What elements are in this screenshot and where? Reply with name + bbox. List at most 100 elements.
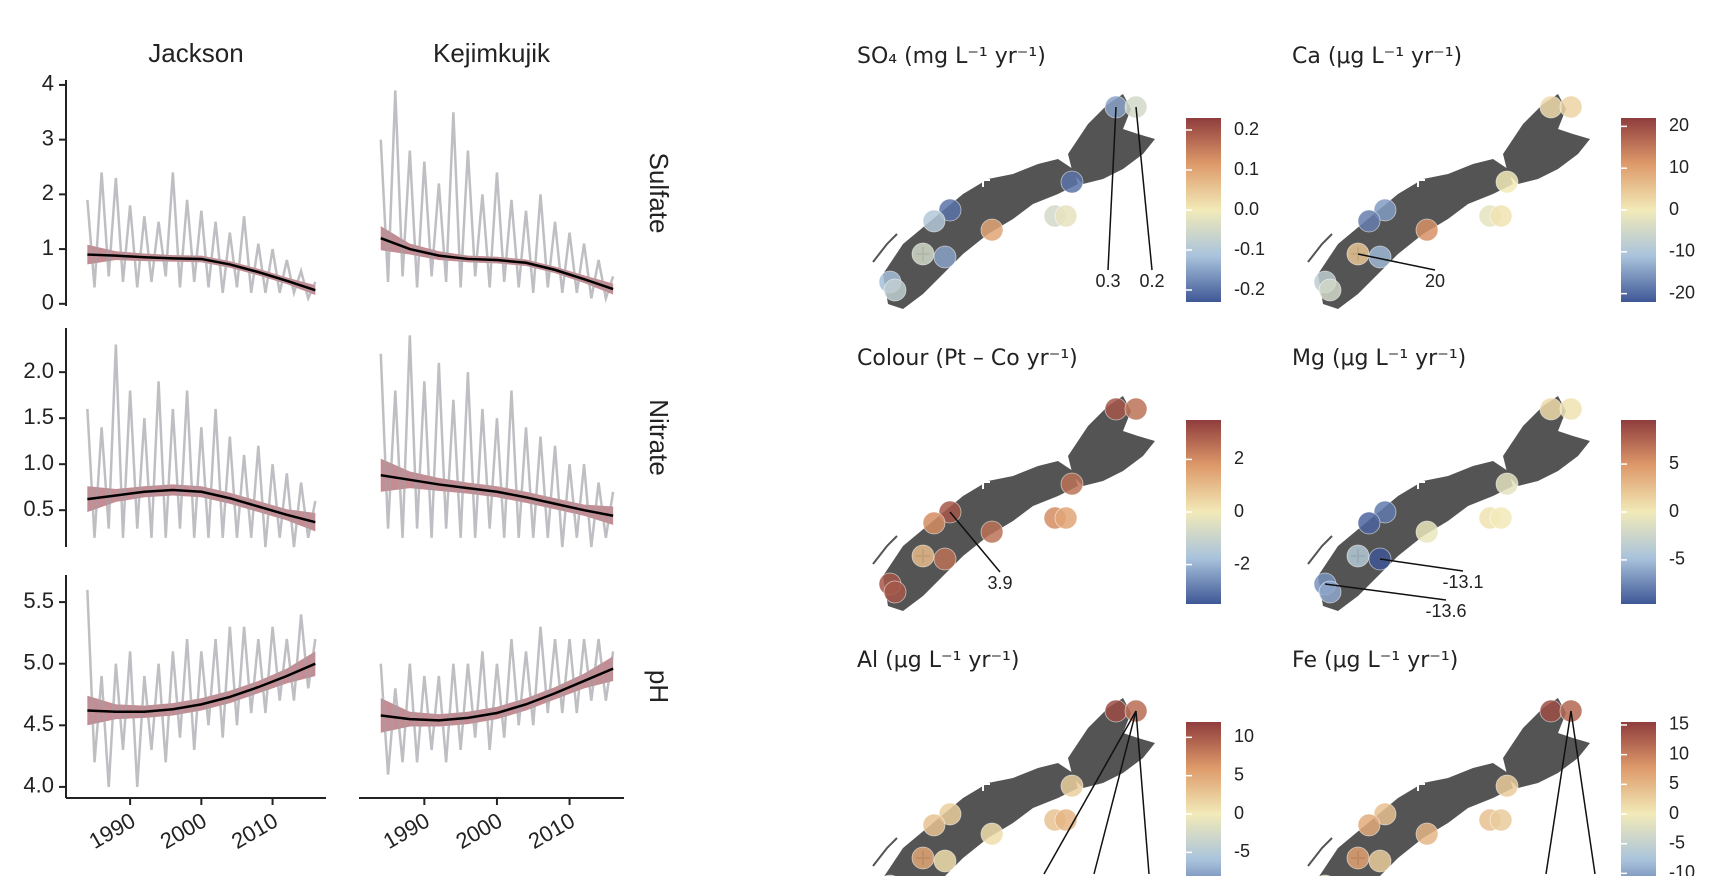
site-marker	[1060, 170, 1084, 194]
smooth-line	[87, 662, 316, 714]
annotation-leader	[1107, 106, 1117, 271]
annotation-leader	[1570, 710, 1596, 875]
smooth-line	[380, 473, 614, 517]
annotation-leader	[949, 511, 1001, 573]
colorbar-label: 10	[1669, 157, 1689, 177]
smooth-line	[380, 236, 614, 291]
x-tick-label: 2010	[227, 808, 282, 854]
annotation: 22.5	[1528, 875, 1563, 876]
site-marker	[1124, 397, 1148, 421]
colorbar-label: -10	[1669, 862, 1695, 876]
map-title: Mg (μg L⁻¹ yr⁻¹)	[1292, 346, 1466, 371]
annotation: -13.6	[1425, 601, 1466, 621]
y-tick-label: 4.0	[23, 773, 54, 798]
site-marker	[980, 218, 1004, 242]
colorbar-label: 0.2	[1234, 119, 1259, 139]
site-marker	[1104, 699, 1128, 723]
x-tick-label: 2000	[156, 808, 211, 854]
annotation: -13.1	[1442, 572, 1483, 592]
raw-line	[86, 589, 317, 787]
annotation: 20.5	[1076, 875, 1111, 876]
colorbar-label: 2	[1234, 448, 1244, 468]
ribbon	[380, 656, 614, 733]
colorbar-label: -0.2	[1234, 279, 1265, 299]
site-marker	[911, 846, 935, 870]
map-title: Ca (μg L⁻¹ yr⁻¹)	[1292, 44, 1462, 69]
y-tick-label: 2.0	[23, 358, 54, 383]
site-marker	[1060, 774, 1084, 798]
site-marker	[1373, 802, 1397, 826]
site-marker	[1559, 397, 1583, 421]
colorbar-label: 10	[1669, 743, 1689, 763]
smooth-line	[87, 488, 316, 524]
site-marker	[933, 547, 957, 571]
site-marker	[1060, 472, 1084, 496]
y-tick-label: 4	[42, 71, 54, 96]
site-marker	[922, 813, 946, 837]
y-tick-label: 0.5	[23, 496, 54, 521]
colorbar-label: -0.1	[1234, 239, 1265, 259]
smooth-line	[87, 253, 316, 292]
colorbar-label: 0	[1669, 501, 1679, 521]
column-label: Jackson	[148, 38, 243, 68]
x-tick-label: 1990	[379, 808, 434, 854]
site-marker	[1495, 170, 1519, 194]
site-marker	[1415, 822, 1439, 846]
annotation: 0.3	[1095, 271, 1120, 291]
site-marker	[1318, 580, 1342, 604]
site-marker	[980, 822, 1004, 846]
map-title: Fe (μg L⁻¹ yr⁻¹)	[1292, 648, 1458, 673]
ribbon	[87, 484, 316, 532]
y-tick-label: 1.0	[23, 450, 54, 475]
site-marker	[1539, 397, 1563, 421]
site-marker	[911, 544, 935, 568]
colorbar-label: -20	[1669, 282, 1695, 302]
map-land	[872, 395, 1156, 612]
annotation-leader	[1357, 253, 1436, 271]
colorbar-label: 5	[1669, 773, 1679, 793]
colorbar-label: 0	[1234, 501, 1244, 521]
ribbon	[87, 651, 316, 726]
ribbon	[87, 484, 316, 532]
raw-line	[379, 335, 615, 548]
site-marker	[1489, 808, 1513, 832]
site-marker	[1415, 520, 1439, 544]
site-marker	[933, 245, 957, 269]
raw-line	[379, 626, 615, 775]
site-marker	[911, 242, 935, 266]
colorbar-label: 5	[1234, 764, 1244, 784]
site-marker	[1346, 846, 1370, 870]
annotation: 20	[1585, 875, 1605, 876]
x-tick-label: 1990	[85, 808, 140, 854]
colorbar-label: 0.0	[1234, 199, 1259, 219]
reference-cross	[1411, 777, 1425, 791]
site-marker	[922, 209, 946, 233]
map-title: Colour (Pt – Co yr⁻¹)	[857, 346, 1078, 371]
annotation: 16.2	[1026, 875, 1061, 876]
site-marker	[1368, 849, 1392, 873]
annotation-leader	[1043, 710, 1137, 875]
annotation-leader	[1093, 710, 1137, 875]
site-marker	[883, 278, 907, 302]
map-title: SO₄ (mg L⁻¹ yr⁻¹)	[857, 44, 1046, 69]
ribbon	[380, 656, 614, 733]
site-marker	[980, 520, 1004, 544]
site-marker	[1357, 511, 1381, 535]
colorbar	[1621, 722, 1656, 876]
colorbar-label: 20	[1669, 115, 1689, 135]
site-marker	[1495, 774, 1519, 798]
smooth-line	[380, 667, 614, 722]
site-marker	[1489, 506, 1513, 530]
y-tick-label: 5.5	[23, 588, 54, 613]
row-label: Sulfate	[644, 153, 674, 234]
column-label: Kejimkujik	[433, 38, 551, 68]
y-tick-label: 5.0	[23, 650, 54, 675]
colorbar-label: -10	[1669, 241, 1695, 261]
reference-cross	[1411, 475, 1425, 489]
site-marker	[1373, 500, 1397, 524]
colorbar	[1186, 722, 1221, 876]
site-marker	[1357, 813, 1381, 837]
annotation: 0.2	[1139, 271, 1164, 291]
y-tick-label: 1	[42, 235, 54, 260]
